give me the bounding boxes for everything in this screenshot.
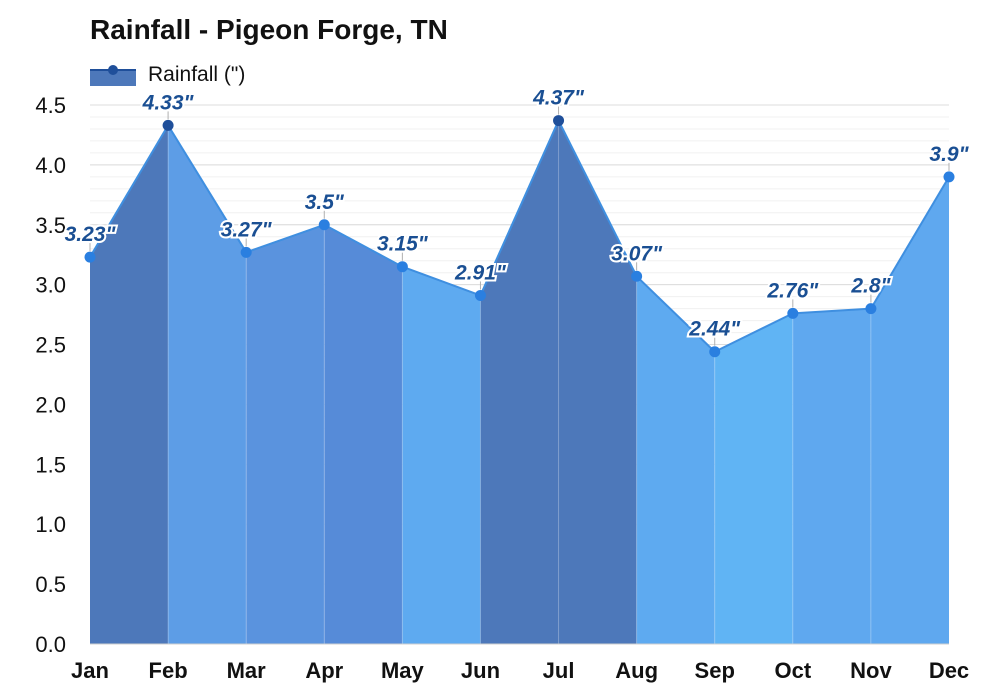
- data-label: 3.9": [929, 143, 969, 166]
- y-tick-label: 2.5: [35, 333, 66, 358]
- data-point: [396, 261, 408, 273]
- series-line: [635, 275, 716, 353]
- legend-swatch-icon: [90, 65, 136, 86]
- y-tick-label: 0.5: [35, 572, 66, 597]
- data-label: 3.23": [65, 223, 117, 246]
- x-tick-label: May: [381, 658, 425, 683]
- y-tick-label: 4.5: [35, 93, 66, 118]
- area-segment: [792, 308, 871, 644]
- data-point: [787, 307, 799, 319]
- legend[interactable]: Rainfall ("): [90, 62, 245, 88]
- data-label: 3.5": [305, 191, 345, 214]
- series-line: [714, 312, 794, 353]
- x-tick-label: Jan: [71, 658, 109, 683]
- data-label: 2.8": [850, 275, 891, 298]
- series-line: [323, 223, 403, 268]
- x-tick-label: Jul: [543, 658, 575, 683]
- series-line: [402, 265, 481, 297]
- area-segment: [246, 224, 325, 644]
- data-point: [709, 346, 721, 358]
- x-tick-label: Aug: [615, 658, 658, 683]
- data-point: [318, 219, 330, 231]
- y-tick-label: 1.5: [35, 452, 66, 477]
- area-segment: [90, 125, 169, 644]
- series-line: [89, 124, 169, 258]
- data-point: [474, 289, 486, 301]
- data-label: 4.37": [532, 87, 585, 110]
- data-point: [553, 115, 565, 127]
- y-tick-label: 2.0: [35, 392, 66, 417]
- area-segment: [558, 120, 637, 645]
- x-tick-label: Jun: [461, 658, 500, 683]
- data-point: [240, 246, 252, 258]
- x-tick-label: Sep: [695, 658, 735, 683]
- x-tick-label: Nov: [850, 658, 892, 683]
- data-point: [84, 251, 96, 263]
- x-tick-label: Dec: [929, 658, 969, 683]
- x-tick-label: Oct: [774, 658, 811, 683]
- chart-title: Rainfall - Pigeon Forge, TN: [90, 14, 448, 45]
- area-segment: [636, 276, 715, 644]
- y-tick-label: 1.0: [35, 512, 66, 537]
- area-segment: [714, 313, 793, 644]
- data-point: [865, 303, 877, 315]
- x-tick-label: Apr: [305, 658, 343, 683]
- y-tick-label: 4.0: [35, 153, 66, 178]
- area-segment: [480, 120, 559, 645]
- series-line: [792, 307, 871, 315]
- y-tick-label: 0.0: [35, 632, 66, 657]
- x-tick-label: Feb: [149, 658, 188, 683]
- series-line: [870, 176, 950, 310]
- y-tick-label: 3.0: [35, 273, 66, 298]
- data-label: 2.91": [454, 261, 507, 284]
- data-point: [162, 119, 174, 131]
- area-segment: [168, 125, 247, 644]
- data-label: 3.27": [221, 218, 273, 241]
- series-line: [167, 124, 248, 253]
- series-line: [479, 120, 560, 296]
- x-tick-label: Mar: [227, 658, 267, 683]
- data-point: [631, 270, 643, 282]
- data-label: 2.44": [688, 318, 741, 341]
- data-label: 3.15": [377, 233, 429, 256]
- data-point: [943, 171, 955, 183]
- legend-label: Rainfall ("): [148, 63, 246, 86]
- data-label: 4.33": [142, 91, 195, 114]
- area-segment: [324, 224, 403, 644]
- series-line: [245, 223, 325, 254]
- series-line: [557, 120, 638, 277]
- data-label: 2.76": [766, 279, 819, 302]
- area-segment: [870, 176, 949, 644]
- y-tick-label: 3.5: [35, 213, 66, 238]
- data-label: 3.07": [611, 242, 663, 265]
- area-segment: [402, 266, 481, 644]
